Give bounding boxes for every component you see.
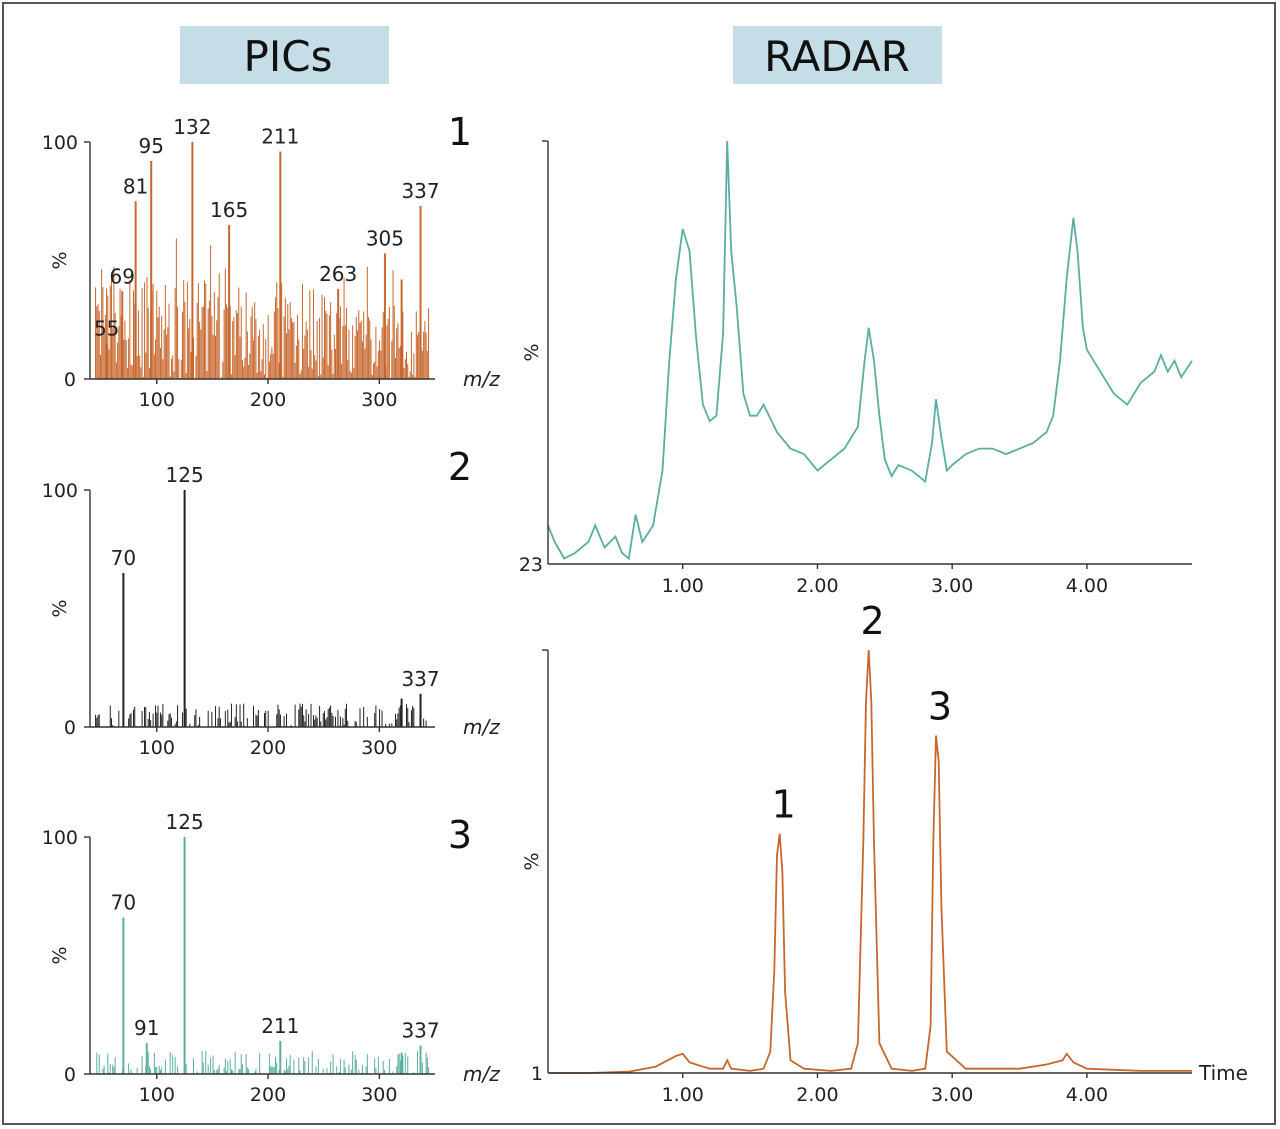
y-axis-label: % [521, 343, 543, 361]
peak-label: 263 [319, 262, 357, 286]
y-axis-label: % [521, 852, 543, 870]
chromatogram-line [547, 140, 1193, 561]
panel-number: 3 [448, 813, 472, 857]
x-axis-label: m/z [463, 1062, 500, 1086]
peak-label: 305 [366, 226, 404, 250]
panel-number: 2 [448, 445, 472, 489]
y-tick-label: 100 [42, 480, 78, 502]
y-tick-label: 0 [64, 369, 76, 391]
pics-header: PICs [244, 32, 333, 81]
peak-label: 125 [166, 810, 204, 834]
peak-label: 211 [261, 1014, 299, 1038]
peak-label: 337 [401, 179, 439, 203]
peak-label: 211 [261, 124, 299, 148]
peak-label: 337 [401, 667, 439, 691]
x-axis-label: Time [1198, 1061, 1248, 1085]
x-tick-label: 200 [250, 737, 286, 759]
peak-number: 3 [928, 684, 952, 728]
chart-panel-4: 23% 1.00 2.00 3.00 4.00 [519, 140, 1193, 597]
x-tick-label: 100 [139, 737, 175, 759]
x-tick-label: 100 [139, 389, 175, 411]
peak-number: 2 [861, 599, 885, 643]
y-tick-label: 100 [42, 827, 78, 849]
y-axis-label: % [49, 599, 71, 617]
chart-panel-2: 100 0% 100 200 300 m/z 70 125 337 2 [42, 445, 500, 759]
y-tick-label: 1 [531, 1063, 543, 1085]
peak-label: 95 [138, 134, 163, 158]
peak-label: 125 [166, 463, 204, 487]
peak-number: 1 [772, 783, 796, 827]
chart-panel-3: 100 0% 100 200 300 m/z 70 91 125 211 337 3 [42, 810, 500, 1106]
x-axis-label: m/z [463, 715, 500, 739]
chart-panel-5: 1% 1.00 2.00 3.00 4.00 Time 1 23 [521, 599, 1248, 1106]
x-axis-label: m/z [463, 367, 500, 391]
x-tick-label: 200 [250, 1084, 286, 1106]
y-axis-label: % [49, 251, 71, 269]
peak-label: 55 [94, 316, 119, 340]
panel-number: 1 [448, 110, 472, 154]
y-axis-label: % [49, 946, 71, 964]
radar-header: RADAR [764, 32, 910, 81]
y-tick-label: 0 [64, 1064, 76, 1086]
chromatogram-line [548, 649, 1192, 1074]
y-tick-label: 23 [519, 554, 543, 576]
x-tick-label: 1.00 [662, 1084, 704, 1106]
x-tick-label: 100 [139, 1084, 175, 1106]
x-tick-label: 4.00 [1066, 1084, 1108, 1106]
peak-label: 165 [210, 198, 248, 222]
peak-label: 70 [111, 891, 136, 915]
x-tick-label: 300 [361, 389, 397, 411]
x-tick-label: 300 [361, 737, 397, 759]
y-tick-label: 100 [42, 132, 78, 154]
peak-label: 70 [111, 546, 136, 570]
x-tick-label: 300 [361, 1084, 397, 1106]
y-tick-label: 0 [64, 717, 76, 739]
radar-header-box [733, 26, 942, 84]
x-tick-label: 200 [250, 389, 286, 411]
x-tick-label: 3.00 [931, 1084, 973, 1106]
peak-label: 132 [173, 115, 211, 139]
peak-label: 91 [134, 1016, 159, 1040]
pics-header-box [180, 26, 389, 84]
x-tick-label: 1.00 [662, 575, 704, 597]
peak-label: 81 [123, 174, 148, 198]
x-tick-label: 2.00 [796, 575, 838, 597]
peak-label: 337 [401, 1019, 439, 1043]
chart-panel-1: 100 0% 100 200 300 m/z 55 69 81 95 132 165 211 263 305… [42, 110, 500, 411]
x-tick-label: 3.00 [931, 575, 973, 597]
x-tick-label: 2.00 [796, 1084, 838, 1106]
x-tick-label: 4.00 [1066, 575, 1108, 597]
peak-label: 69 [110, 264, 135, 288]
